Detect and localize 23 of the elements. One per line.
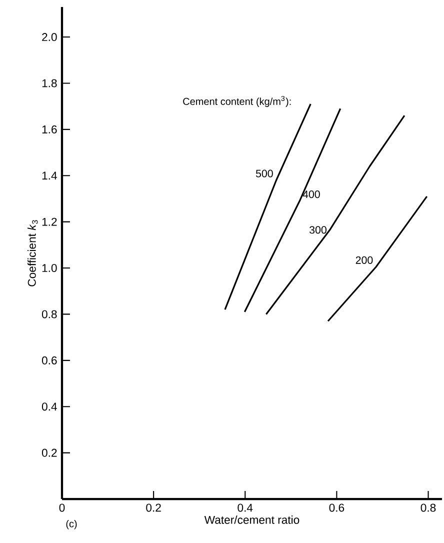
series-label: 400	[302, 190, 320, 198]
x-tick-label: 0	[59, 504, 65, 512]
y-tick-label: 0.4	[42, 402, 57, 411]
text: (c)	[66, 520, 77, 530]
series-label: 300	[309, 226, 326, 234]
y-tick-label: 1.2	[42, 218, 57, 226]
annotation: Cement content (kg/m$^{3}$):	[183, 96, 291, 107]
x-tick-label: 0.2	[146, 504, 161, 512]
y-tick-label: 1.6	[42, 125, 57, 134]
y-tick-label: 2.0	[42, 33, 57, 42]
series-label: 500	[256, 170, 273, 178]
y-tick-label: 1.8	[42, 79, 57, 88]
x-tick-label: 0.4	[238, 504, 253, 512]
x-tick-label: 0.6	[329, 504, 344, 512]
y-tick-label: 0.6	[42, 356, 57, 364]
y-tick-label: 0.2	[42, 448, 57, 457]
x-axis-title: Water/cement ratio	[204, 516, 300, 524]
y-tick-label: 0.8	[42, 310, 57, 318]
x-tick-label: 0.8	[420, 504, 436, 512]
series-label: 200	[356, 256, 373, 264]
y-axis-title: Coefficient k$_{3}$	[28, 220, 38, 286]
y-tick-label: 1.4	[42, 172, 57, 180]
y-tick-label: 1.0	[42, 264, 57, 272]
